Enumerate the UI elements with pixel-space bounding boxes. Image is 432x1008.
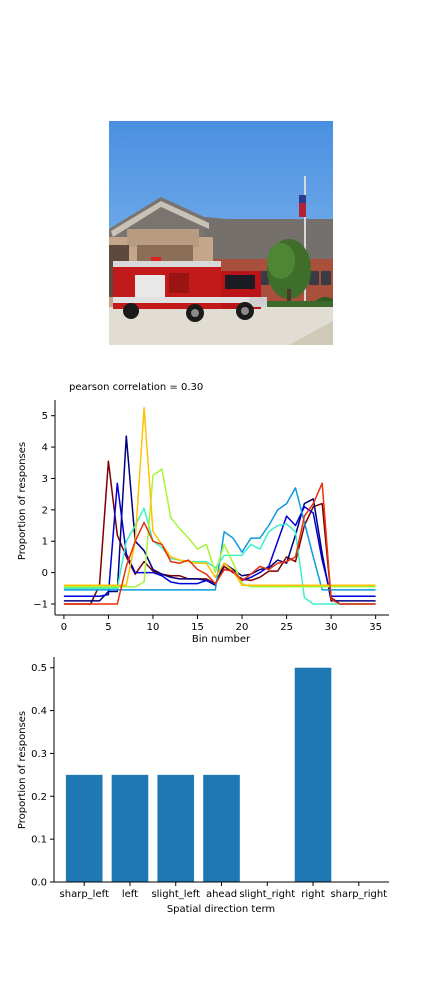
x-tick-label: 25 <box>280 622 293 633</box>
series-line-0 <box>63 460 376 605</box>
y-tick-label: 1 <box>42 537 48 548</box>
x-tick-label: slight_right <box>239 889 295 900</box>
bar-chart: sharp_left left slight_left ahead slight_rig… <box>17 657 389 915</box>
series-line-1 <box>63 435 376 602</box>
bar-left <box>111 774 149 882</box>
x-tick-label: sharp_right <box>330 889 387 900</box>
fire-engine-photo <box>109 121 333 345</box>
y-tick-label: 3 <box>42 474 48 485</box>
y-tick-label: 0.2 <box>31 792 47 803</box>
bar-chart-ylabel: Proportion of responses <box>17 711 28 829</box>
flag-pole <box>304 176 306 301</box>
x-tick-label: left <box>122 889 138 900</box>
series-line-6 <box>63 407 376 586</box>
y-tick-label: 0.0 <box>31 878 47 889</box>
y-tick-label: 5 <box>42 411 48 422</box>
x-tick-label: sharp_left <box>60 889 109 900</box>
x-tick-label: ahead <box>206 889 237 900</box>
x-tick-label: 20 <box>236 622 249 633</box>
y-tick-label: 2 <box>42 505 48 516</box>
y-tick-label: −1 <box>33 600 48 611</box>
bar-chart-xlabel: Spatial direction term <box>167 904 275 915</box>
series-line-4 <box>63 507 376 605</box>
y-tick-label: 0.1 <box>31 835 47 846</box>
bar-right <box>294 667 332 882</box>
x-tick-label: right <box>301 889 325 900</box>
series-line-5 <box>63 468 376 588</box>
x-tick-label: 5 <box>105 622 111 633</box>
y-tick-label: 0.3 <box>31 749 47 760</box>
station-roof <box>109 197 213 239</box>
driveway <box>109 307 333 345</box>
y-tick-label: 4 <box>42 443 48 454</box>
x-tick-label: 30 <box>325 622 338 633</box>
y-tick-label: 0.4 <box>31 706 47 717</box>
x-tick-label: 15 <box>191 622 204 633</box>
bar-sharp_left <box>65 774 103 882</box>
line-chart: pearson correlation = 0.30 0 5 10 15 20 25 30 3… <box>17 382 389 645</box>
x-tick-label: 0 <box>61 622 67 633</box>
line-chart-ylabel: Proportion of responses <box>17 442 28 560</box>
x-tick-label: slight_left <box>151 889 200 900</box>
x-tick-label: 35 <box>369 622 382 633</box>
bar-slight_left <box>157 774 195 882</box>
series-line-7 <box>63 482 376 605</box>
bar-ahead <box>203 774 240 882</box>
y-tick-label: 0 <box>42 568 48 579</box>
line-chart-title: pearson correlation = 0.30 <box>69 382 203 393</box>
x-tick-label: 10 <box>147 622 160 633</box>
line-chart-xlabel: Bin number <box>192 634 251 645</box>
y-tick-label: 0.5 <box>31 663 47 674</box>
flag <box>299 195 306 217</box>
